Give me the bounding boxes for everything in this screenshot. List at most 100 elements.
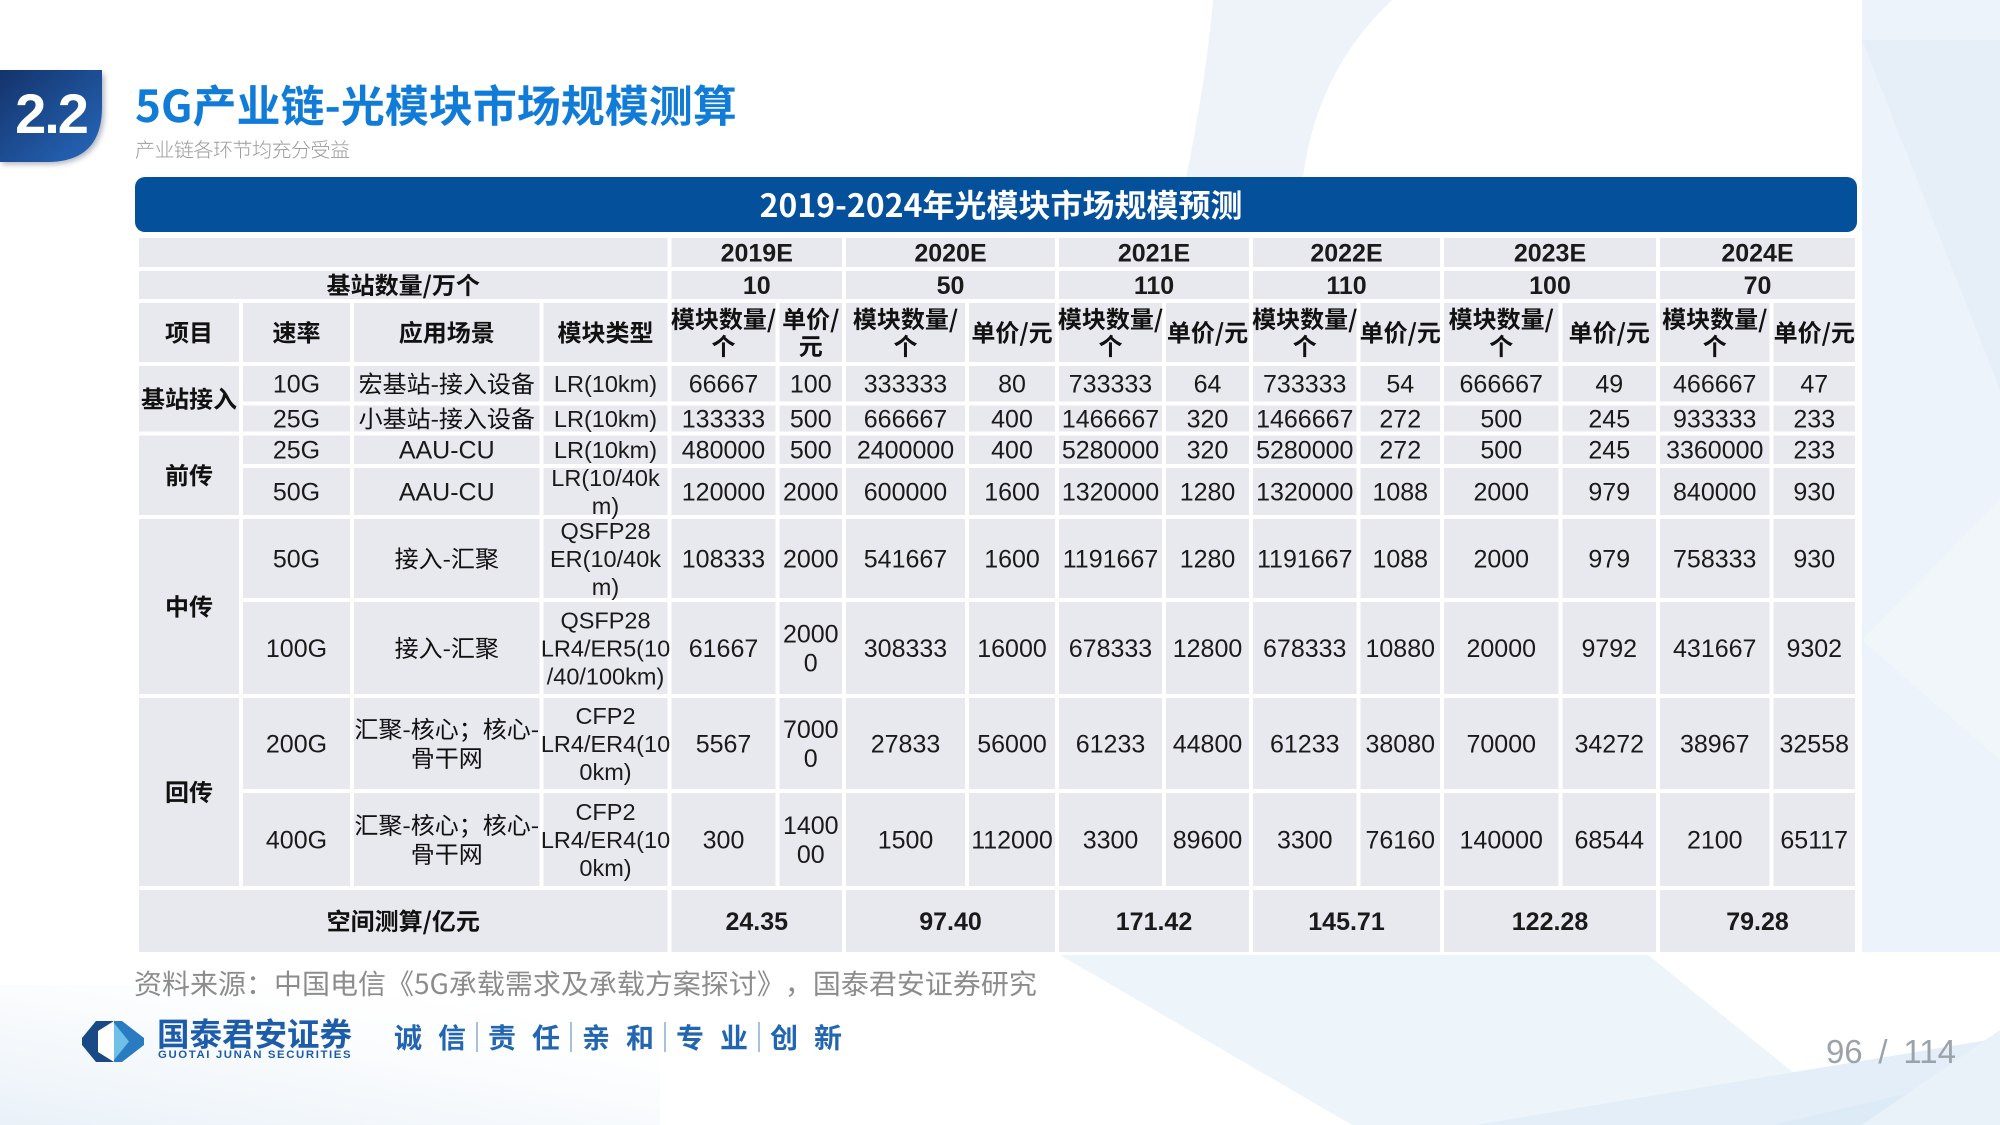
svg-text:110: 110 bbox=[1134, 272, 1174, 300]
svg-text:5280000: 5280000 bbox=[1062, 437, 1159, 465]
svg-text:79.28: 79.28 bbox=[1726, 908, 1789, 936]
svg-text:1466667: 1466667 bbox=[1256, 405, 1353, 433]
svg-text:10G: 10G bbox=[273, 371, 320, 399]
svg-text:89600: 89600 bbox=[1173, 826, 1243, 854]
svg-text:541667: 541667 bbox=[864, 545, 947, 573]
svg-text:GUOTAI JUNAN SECURITIES: GUOTAI JUNAN SECURITIES bbox=[158, 1049, 352, 1061]
svg-text:400G: 400G bbox=[266, 826, 327, 854]
svg-text:108333: 108333 bbox=[682, 545, 765, 573]
svg-text:112000: 112000 bbox=[971, 826, 1053, 854]
svg-text:272: 272 bbox=[1379, 405, 1421, 433]
svg-text:133333: 133333 bbox=[682, 405, 765, 433]
svg-text:2000: 2000 bbox=[1473, 478, 1529, 506]
svg-text:1466667: 1466667 bbox=[1062, 405, 1159, 433]
svg-text:678333: 678333 bbox=[1069, 635, 1152, 663]
svg-text:CFP2: CFP2 bbox=[575, 799, 635, 825]
svg-text:64: 64 bbox=[1194, 371, 1222, 399]
svg-text:466667: 466667 bbox=[1673, 371, 1756, 399]
svg-text:34272: 34272 bbox=[1574, 730, 1644, 758]
svg-text:678333: 678333 bbox=[1263, 635, 1346, 663]
svg-text:50G: 50G bbox=[273, 478, 320, 506]
svg-text:933333: 933333 bbox=[1673, 405, 1756, 433]
svg-text:49: 49 bbox=[1595, 371, 1623, 399]
svg-text:AAU-CU: AAU-CU bbox=[399, 437, 495, 465]
svg-text:733333: 733333 bbox=[1069, 371, 1152, 399]
svg-text:32558: 32558 bbox=[1779, 730, 1849, 758]
svg-text:110: 110 bbox=[1326, 272, 1366, 300]
svg-text:272: 272 bbox=[1379, 437, 1421, 465]
svg-text:2000: 2000 bbox=[783, 478, 839, 506]
svg-text:2023E: 2023E bbox=[1514, 239, 1586, 267]
svg-text:2.2: 2.2 bbox=[15, 82, 87, 145]
svg-text:666667: 666667 bbox=[1460, 371, 1543, 399]
svg-text:CFP2: CFP2 bbox=[575, 703, 635, 729]
svg-text:LR4/ER5(10: LR4/ER5(10 bbox=[541, 635, 670, 661]
svg-text:LR(10km): LR(10km) bbox=[554, 371, 657, 397]
svg-text:70000: 70000 bbox=[1466, 730, 1536, 758]
svg-text:233: 233 bbox=[1793, 405, 1835, 433]
svg-text:27833: 27833 bbox=[871, 730, 941, 758]
svg-text:5280000: 5280000 bbox=[1256, 437, 1353, 465]
svg-text:200G: 200G bbox=[266, 730, 327, 758]
svg-text:5567: 5567 bbox=[696, 730, 752, 758]
svg-text:308333: 308333 bbox=[864, 635, 947, 663]
svg-text:9792: 9792 bbox=[1581, 635, 1637, 663]
svg-text:930: 930 bbox=[1793, 545, 1835, 573]
svg-text:666667: 666667 bbox=[864, 405, 947, 433]
svg-text:733333: 733333 bbox=[1263, 371, 1346, 399]
svg-text:7000: 7000 bbox=[783, 716, 839, 744]
svg-text:480000: 480000 bbox=[682, 437, 765, 465]
svg-text:1600: 1600 bbox=[984, 478, 1040, 506]
svg-text:QSFP28: QSFP28 bbox=[560, 607, 650, 633]
svg-text:930: 930 bbox=[1793, 478, 1835, 506]
svg-text:2100: 2100 bbox=[1687, 826, 1743, 854]
svg-text:1191667: 1191667 bbox=[1063, 545, 1158, 573]
svg-text:61233: 61233 bbox=[1270, 730, 1340, 758]
svg-text:233: 233 bbox=[1793, 437, 1835, 465]
svg-text:1320000: 1320000 bbox=[1062, 478, 1159, 506]
svg-text:0: 0 bbox=[804, 649, 818, 677]
svg-text:65117: 65117 bbox=[1780, 826, 1848, 854]
svg-text:m): m) bbox=[592, 574, 619, 600]
svg-text:LR(10km): LR(10km) bbox=[554, 437, 657, 463]
svg-text:1088: 1088 bbox=[1372, 545, 1428, 573]
svg-text:LR(10/40k: LR(10/40k bbox=[551, 465, 660, 491]
svg-text:47: 47 bbox=[1800, 371, 1828, 399]
svg-text:38967: 38967 bbox=[1680, 730, 1750, 758]
svg-text:m): m) bbox=[592, 493, 619, 519]
svg-text:66667: 66667 bbox=[689, 371, 759, 399]
svg-text:2022E: 2022E bbox=[1310, 239, 1382, 267]
svg-text:100: 100 bbox=[790, 371, 832, 399]
svg-text:500: 500 bbox=[1480, 437, 1522, 465]
svg-text:20000: 20000 bbox=[1466, 635, 1536, 663]
svg-text:56000: 56000 bbox=[977, 730, 1047, 758]
svg-text:24.35: 24.35 bbox=[725, 908, 788, 936]
svg-text:10880: 10880 bbox=[1365, 635, 1435, 663]
svg-text:2400000: 2400000 bbox=[857, 437, 954, 465]
svg-text:44800: 44800 bbox=[1173, 730, 1243, 758]
svg-text:1191667: 1191667 bbox=[1257, 545, 1352, 573]
svg-text:38080: 38080 bbox=[1365, 730, 1435, 758]
svg-text:320: 320 bbox=[1187, 405, 1229, 433]
svg-text:500: 500 bbox=[790, 437, 832, 465]
svg-text:0km): 0km) bbox=[579, 855, 631, 881]
svg-text:/40/100km): /40/100km) bbox=[547, 663, 665, 689]
svg-text:979: 979 bbox=[1588, 478, 1630, 506]
svg-text:2000: 2000 bbox=[1473, 545, 1529, 573]
svg-text:76160: 76160 bbox=[1365, 826, 1435, 854]
svg-text:1500: 1500 bbox=[878, 826, 934, 854]
svg-text:1280: 1280 bbox=[1180, 545, 1236, 573]
svg-text:120000: 120000 bbox=[682, 478, 765, 506]
svg-text:140000: 140000 bbox=[1460, 826, 1543, 854]
svg-text:LR4/ER4(10: LR4/ER4(10 bbox=[541, 731, 670, 757]
svg-text:97.40: 97.40 bbox=[919, 908, 982, 936]
svg-text:171.42: 171.42 bbox=[1116, 908, 1192, 936]
svg-text:145.71: 145.71 bbox=[1308, 908, 1385, 936]
svg-text:61233: 61233 bbox=[1076, 730, 1146, 758]
svg-text:68544: 68544 bbox=[1574, 826, 1644, 854]
svg-text:AAU-CU: AAU-CU bbox=[399, 478, 495, 506]
svg-text:1088: 1088 bbox=[1372, 478, 1428, 506]
svg-text:333333: 333333 bbox=[864, 371, 947, 399]
svg-text:3300: 3300 bbox=[1277, 826, 1333, 854]
svg-text:2021E: 2021E bbox=[1118, 239, 1190, 267]
